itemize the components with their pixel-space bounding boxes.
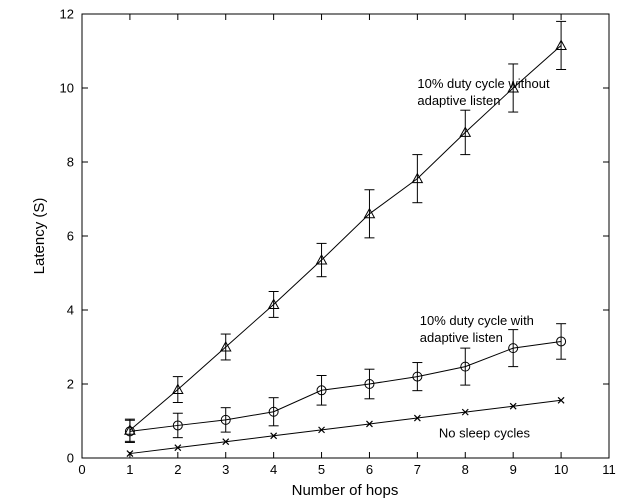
y-tick-label-0: 0: [67, 451, 74, 466]
data-point-2-0: [126, 450, 134, 457]
data-point-1-7: [460, 361, 471, 372]
data-point-0-3: [267, 298, 280, 309]
data-point-2-3: [270, 432, 278, 440]
data-point-2-2-b: [222, 438, 230, 446]
annotation-2: No sleep cycles: [439, 426, 531, 441]
data-point-2-8-b: [509, 402, 517, 410]
x-tick-label-8: 8: [462, 462, 469, 477]
data-point-2-0-b: [126, 450, 134, 457]
x-tick-label-0: 0: [78, 462, 85, 477]
data-point-2-5-b: [366, 420, 373, 428]
data-point-0-2: [219, 340, 232, 352]
data-point-2-4: [318, 426, 325, 434]
data-point-2-5: [366, 420, 373, 428]
x-axis-title: Number of hops: [292, 482, 399, 499]
data-point-0-9: [555, 39, 567, 50]
data-point-2-3-b: [270, 432, 278, 440]
data-point-2-8: [509, 402, 517, 410]
data-point-2-6-b: [413, 414, 421, 422]
annotations: 10% duty cycle without adaptive listen10%…: [417, 76, 550, 441]
data-point-2-2: [222, 438, 230, 446]
series-0: [124, 20, 567, 442]
series-2: [126, 396, 565, 457]
data-point-1-4: [316, 385, 327, 396]
series-1: [124, 323, 567, 443]
data-point-2-9: [557, 396, 565, 404]
series-2-line: [129, 399, 562, 455]
data-point-0-1: [171, 383, 184, 395]
annotation-1: 10% duty cycle with adaptive listen: [420, 313, 534, 345]
x-tick-label-3: 3: [222, 462, 229, 477]
y-tick-label-2: 4: [67, 303, 74, 318]
y-tick-label-3: 6: [67, 229, 74, 244]
data-point-0-6: [411, 172, 424, 184]
annotation-0-line-1: adaptive listen: [417, 93, 500, 108]
x-tick-label-7: 7: [414, 462, 421, 477]
y-tick-label-4: 8: [67, 155, 74, 170]
data-point-0-4: [315, 254, 328, 265]
data-point-1-5: [364, 379, 375, 389]
series-0-line: [129, 45, 562, 431]
annotation-0-line-0: 10% duty cycle without: [417, 76, 550, 91]
data-point-0-8: [507, 81, 520, 93]
x-tick-label-10: 10: [554, 462, 568, 477]
data-point-2-4-b: [318, 426, 325, 434]
y-tick-label-5: 10: [60, 81, 74, 96]
annotation-1-line-1: adaptive listen: [420, 330, 503, 345]
data-point-1-8: [508, 343, 519, 354]
x-tick-label-6: 6: [366, 462, 373, 477]
data-point-1-9: [556, 336, 567, 347]
data-point-2-7-b: [461, 408, 469, 416]
x-tick-label-9: 9: [510, 462, 517, 477]
data-point-1-1: [172, 420, 183, 431]
annotation-0: 10% duty cycle without adaptive listen: [417, 76, 550, 108]
data-point-2-9-b: [557, 396, 565, 404]
data-point-1-0: [124, 426, 135, 437]
series-1-line: [129, 340, 562, 432]
data-point-2-6: [413, 414, 421, 422]
data-point-1-6: [412, 371, 423, 382]
data-point-0-5: [363, 207, 376, 219]
y-axis-title: Latency (S): [31, 198, 48, 275]
x-tick-label-4: 4: [270, 462, 277, 477]
data-point-1-3: [268, 406, 279, 417]
data-point-1-2: [220, 414, 231, 425]
data-point-0-7: [459, 126, 472, 137]
x-tick-label-5: 5: [318, 462, 325, 477]
series-layer: [124, 20, 567, 457]
data-point-2-1: [174, 444, 182, 452]
data-point-2-1-b: [174, 444, 182, 452]
x-tick-label-11: 11: [602, 462, 616, 477]
annotation-2-line-0: No sleep cycles: [439, 426, 531, 441]
x-tick-label-1: 1: [126, 462, 133, 477]
data-point-2-7: [461, 408, 469, 416]
x-tick-label-2: 2: [174, 462, 181, 477]
y-tick-label-1: 2: [67, 377, 74, 392]
y-tick-label-6: 12: [60, 7, 74, 22]
annotation-1-line-0: 10% duty cycle with: [420, 313, 534, 328]
